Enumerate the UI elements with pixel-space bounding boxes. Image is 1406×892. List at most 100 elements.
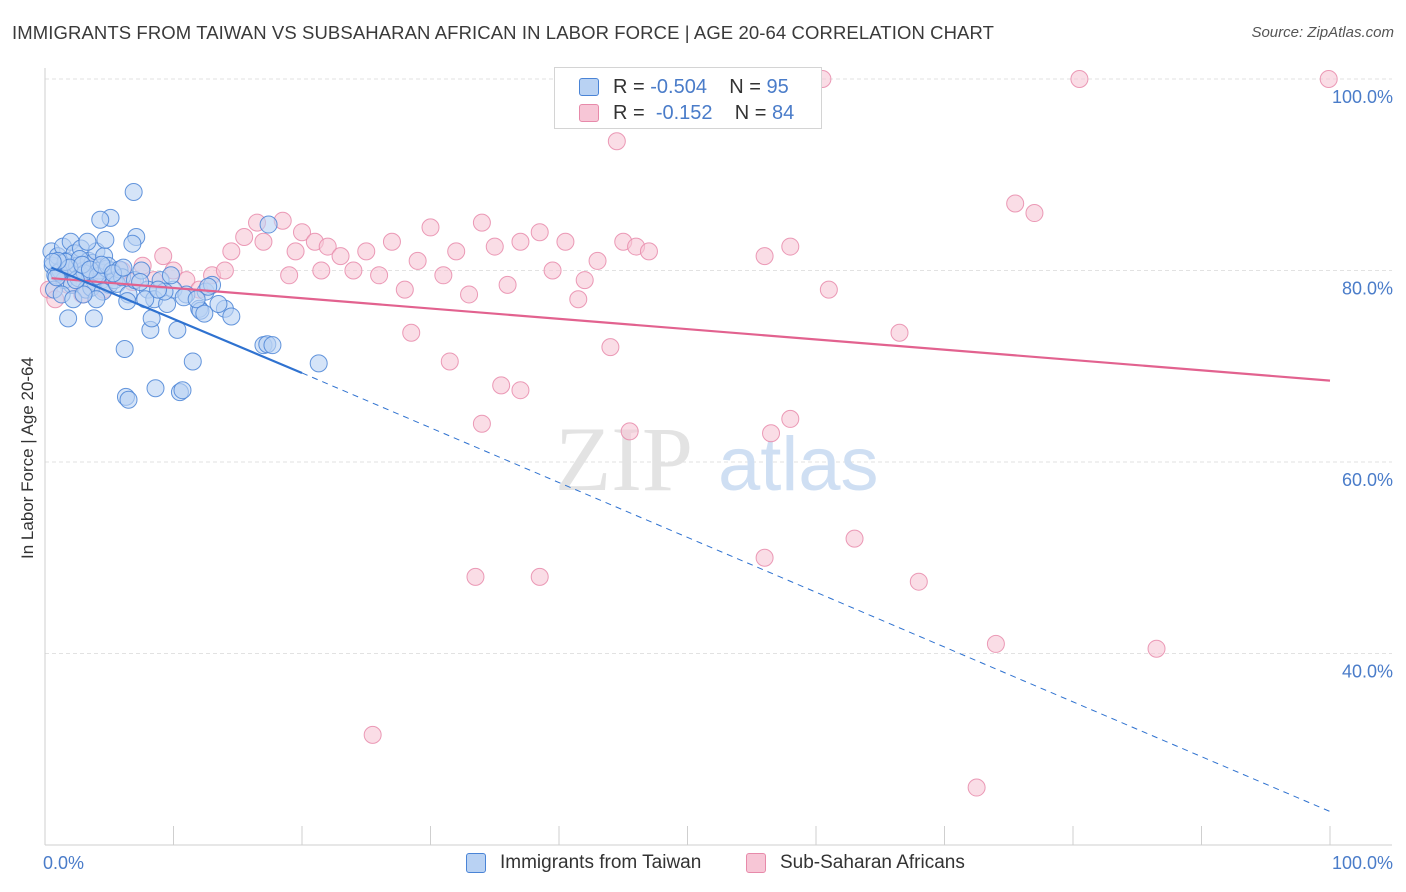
subsaharan-point[interactable] xyxy=(421,218,440,237)
taiwan-point[interactable] xyxy=(309,354,328,373)
subsaharan-point[interactable] xyxy=(530,567,549,586)
y-tick-label: 80.0% xyxy=(1342,279,1393,299)
subsaharan-point[interactable] xyxy=(909,572,928,591)
subsaharan-point[interactable] xyxy=(370,266,389,285)
taiwan-point[interactable] xyxy=(263,336,282,355)
subsaharan-point[interactable] xyxy=(485,237,504,256)
subsaharan-point[interactable] xyxy=(434,266,453,285)
subsaharan-point[interactable] xyxy=(845,529,864,548)
sub-saharan-points xyxy=(39,70,1338,797)
legend-label-taiwan: Immigrants from Taiwan xyxy=(500,852,702,873)
n-value-taiwan: 95 xyxy=(766,76,789,98)
r-value-subsaharan: -0.152 xyxy=(655,102,713,124)
subsaharan-point[interactable] xyxy=(447,242,466,261)
taiwan-point[interactable] xyxy=(115,340,134,359)
subsaharan-point[interactable] xyxy=(890,323,909,342)
subsaharan-point[interactable] xyxy=(755,548,774,567)
subsaharan-point[interactable] xyxy=(286,242,305,261)
subsaharan-point[interactable] xyxy=(1025,204,1044,223)
series-legend: Immigrants from Taiwan Sub-Saharan Afric… xyxy=(466,852,986,878)
subsaharan-point[interactable] xyxy=(1147,639,1166,658)
n-label: N = xyxy=(734,102,767,124)
axes xyxy=(44,68,1392,846)
correlation-legend: R = -0.504 N = 95 R = -0.152 N = 84 xyxy=(554,67,822,129)
source-label[interactable]: Source: ZipAtlas.com xyxy=(1251,24,1394,41)
subsaharan-point[interactable] xyxy=(402,323,421,342)
subsaharan-point[interactable] xyxy=(986,634,1005,653)
taiwan-point[interactable] xyxy=(59,309,78,328)
subsaharan-point[interactable] xyxy=(511,232,530,251)
subsaharan-point[interactable] xyxy=(312,261,331,280)
subsaharan-point[interactable] xyxy=(408,251,427,270)
taiwan-point[interactable] xyxy=(209,295,228,314)
subsaharan-point[interactable] xyxy=(569,290,588,309)
subsaharan-point[interactable] xyxy=(357,242,376,261)
subsaharan-point[interactable] xyxy=(620,422,639,441)
subsaharan-point[interactable] xyxy=(1319,70,1338,88)
taiwan-point[interactable] xyxy=(84,309,103,328)
taiwan-point[interactable] xyxy=(123,234,142,253)
chart-title: IMMIGRANTS FROM TAIWAN VS SUBSAHARAN AFR… xyxy=(12,22,995,43)
subsaharan-point[interactable] xyxy=(967,778,986,797)
trendlines xyxy=(50,266,1331,812)
n-value-subsaharan: 84 xyxy=(772,102,795,124)
subsaharan-point[interactable] xyxy=(588,251,607,270)
subsaharan-point[interactable] xyxy=(254,232,273,251)
subsaharan-point[interactable] xyxy=(607,132,626,151)
subsaharan-point[interactable] xyxy=(472,213,491,232)
x-tick-label: 0.0% xyxy=(43,853,84,873)
subsaharan-point[interactable] xyxy=(556,232,575,251)
x-tick-label: 100.0% xyxy=(1332,853,1393,873)
taiwan-point[interactable] xyxy=(96,230,115,249)
subsaharan-point[interactable] xyxy=(395,280,414,299)
subsaharan-point[interactable] xyxy=(1006,194,1025,213)
subsaharan-point[interactable] xyxy=(781,409,800,428)
y-tick-label: 100.0% xyxy=(1332,87,1393,107)
taiwan-point[interactable] xyxy=(124,182,143,201)
subsaharan-point[interactable] xyxy=(466,567,485,586)
taiwan-point[interactable] xyxy=(149,280,168,299)
subsaharan-point[interactable] xyxy=(472,414,491,433)
subsaharan-point[interactable] xyxy=(293,223,311,242)
taiwan-point[interactable] xyxy=(43,252,62,271)
subsaharan-point[interactable] xyxy=(575,271,594,290)
subsaharan-point[interactable] xyxy=(1070,70,1089,88)
taiwan-point[interactable] xyxy=(119,390,138,409)
subsaharan-point[interactable] xyxy=(344,261,363,280)
subsaharan-point[interactable] xyxy=(440,352,459,371)
subsaharan-point[interactable] xyxy=(222,242,241,261)
subsaharan-point[interactable] xyxy=(382,232,401,251)
subsaharan-point[interactable] xyxy=(601,338,620,357)
taiwan-point[interactable] xyxy=(173,381,192,400)
taiwan-point[interactable] xyxy=(78,232,97,251)
subsaharan-point[interactable] xyxy=(492,376,511,395)
subsaharan-point[interactable] xyxy=(530,223,549,242)
subsaharan-point[interactable] xyxy=(819,280,838,299)
subsaharan-point[interactable] xyxy=(543,261,562,280)
taiwan-point[interactable] xyxy=(91,210,110,229)
taiwan-point[interactable] xyxy=(259,215,278,234)
taiwan-point[interactable] xyxy=(222,307,241,326)
subsaharan-point[interactable] xyxy=(498,275,517,294)
subsaharan-point[interactable] xyxy=(154,247,173,266)
subsaharan-point[interactable] xyxy=(331,247,350,266)
taiwan-point[interactable] xyxy=(114,258,133,277)
taiwan-point[interactable] xyxy=(131,272,150,291)
taiwan-point[interactable] xyxy=(195,304,214,323)
taiwan-point[interactable] xyxy=(74,285,93,304)
taiwan-point[interactable] xyxy=(146,379,165,398)
taiwan-point[interactable] xyxy=(183,352,202,371)
subsaharan-point[interactable] xyxy=(639,242,658,261)
subsaharan-point[interactable] xyxy=(318,237,337,256)
subsaharan-trendline xyxy=(51,277,1331,382)
subsaharan-point[interactable] xyxy=(755,247,774,266)
subsaharan-point[interactable] xyxy=(781,237,800,256)
subsaharan-point[interactable] xyxy=(460,285,479,304)
subsaharan-point[interactable] xyxy=(511,381,530,400)
subsaharan-point[interactable] xyxy=(762,424,781,443)
subsaharan-point[interactable] xyxy=(363,725,382,744)
subsaharan-point[interactable] xyxy=(280,266,299,285)
subsaharan-point[interactable] xyxy=(215,261,234,280)
taiwan-point[interactable] xyxy=(161,266,180,285)
subsaharan-point[interactable] xyxy=(235,227,254,246)
